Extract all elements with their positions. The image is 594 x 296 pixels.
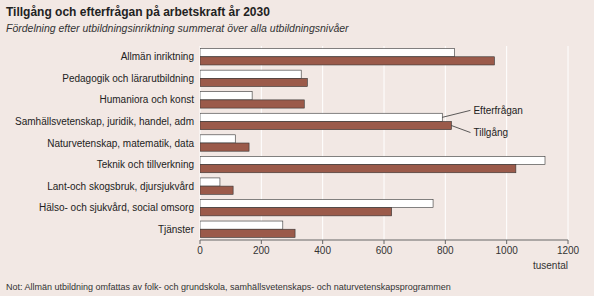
tick-mark — [322, 240, 323, 244]
tick-mark — [261, 240, 262, 244]
axis-line — [200, 240, 568, 241]
tick-mark — [568, 240, 569, 244]
title: Tillgång och efterfrågan på arbetskraft … — [6, 5, 270, 19]
x-label: tusental — [533, 260, 568, 271]
bar — [200, 113, 442, 121]
legend-label: Tillgång — [473, 127, 508, 138]
legend-leader — [451, 126, 470, 133]
grid-line — [568, 46, 569, 240]
bar — [200, 100, 304, 108]
category-label: Allmän inriktning — [121, 51, 194, 62]
bar — [200, 70, 301, 78]
subtitle: Fördelning efter utbildningsinriktning s… — [6, 22, 349, 34]
bars — [200, 49, 545, 238]
bar — [200, 78, 307, 86]
bar — [200, 135, 235, 143]
category-label: Humaniora och konst — [100, 94, 195, 105]
tick-label: 200 — [253, 245, 270, 256]
grid-line — [506, 46, 507, 240]
category-label: Samhällsvetenskap, juridik, handel, adm — [15, 116, 194, 127]
grid-line — [445, 46, 446, 240]
category-label: Hälso- och sjukvård, social omsorg — [39, 202, 194, 213]
legend-leader — [442, 110, 470, 117]
bar — [200, 121, 451, 129]
bar — [200, 57, 494, 65]
legend: Efterfrågan Tillgång — [442, 105, 523, 138]
bar — [200, 165, 516, 173]
tick-label: 400 — [314, 245, 331, 256]
legend-label: Efterfrågan — [473, 105, 522, 116]
tick-mark — [200, 240, 201, 244]
tick-label: 600 — [376, 245, 393, 256]
category-label: Tjänster — [158, 224, 195, 235]
bar — [200, 221, 283, 229]
tick-label: 1000 — [496, 245, 519, 256]
bar — [200, 178, 220, 186]
bar — [200, 208, 392, 216]
category-label: Pedagogik och lärarutbildning — [62, 73, 194, 84]
tick-mark — [506, 240, 507, 244]
bar — [200, 229, 295, 237]
note: Not: Allmän utbildning omfattas av folk-… — [6, 282, 451, 292]
bar — [200, 92, 252, 100]
bar — [200, 143, 249, 151]
x-axis: 0 200 400 600 800 1000 1200 — [197, 240, 579, 256]
tick-label: 0 — [197, 245, 203, 256]
tick-label: 1200 — [557, 245, 580, 256]
bar — [200, 49, 455, 57]
bar — [200, 186, 233, 194]
category-label: Naturvetenskap, matematik, data — [47, 138, 194, 149]
bar — [200, 156, 545, 164]
bar — [200, 199, 433, 207]
y-axis: Allmän inriktning Pedagogik och lärarutbi… — [15, 51, 195, 234]
chart: Tillgång och efterfrågan på arbetskraft … — [0, 0, 594, 296]
tick-label: 800 — [437, 245, 454, 256]
tick-mark — [384, 240, 385, 244]
grid — [200, 46, 568, 240]
category-label: Lant-och skogsbruk, djursjukvård — [47, 181, 194, 192]
category-label: Teknik och tillverkning — [97, 159, 194, 170]
tick-mark — [445, 240, 446, 244]
